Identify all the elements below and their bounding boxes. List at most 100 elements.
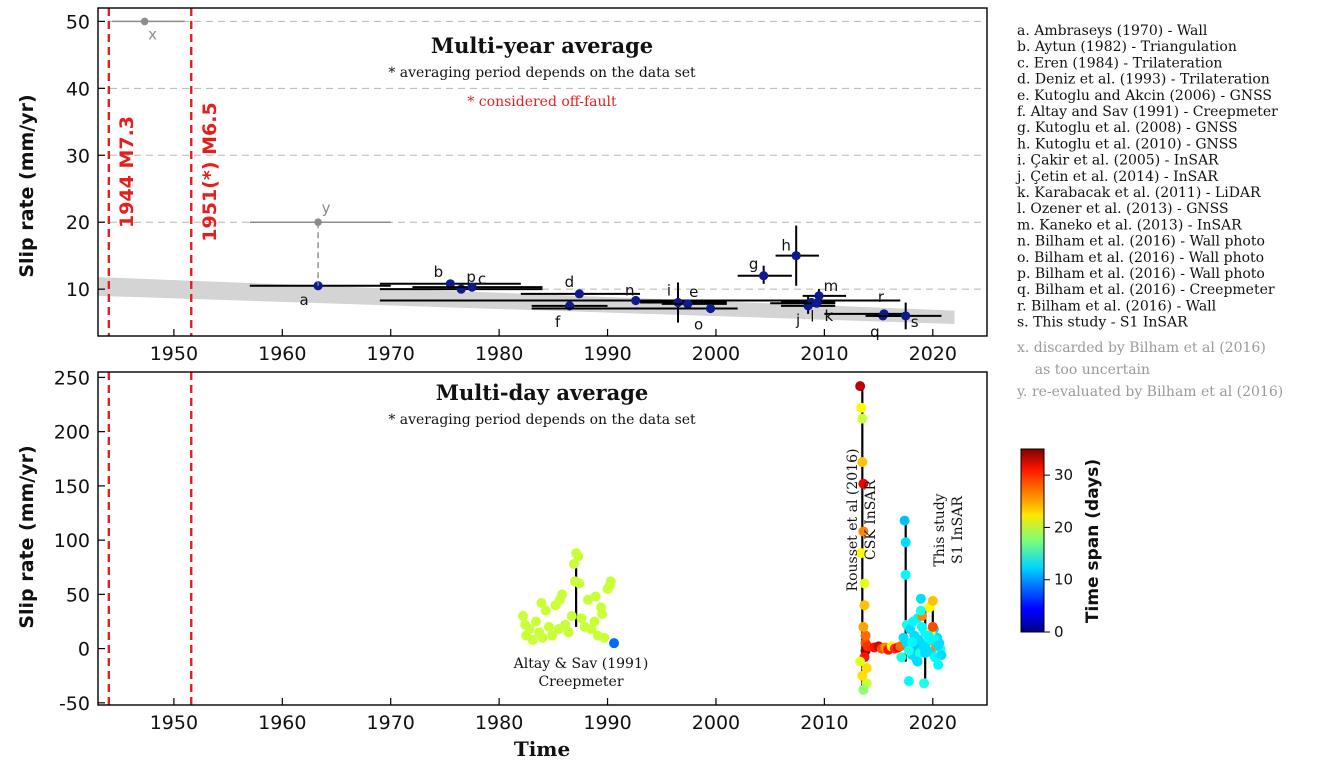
legend-entry: h. Kutoglu et al. (2010) - GNSS (1017, 136, 1238, 152)
slip-point (547, 630, 558, 641)
xtick-label: 1960 (258, 343, 306, 365)
legend-entry: o. Bilham et al. (2016) - Wall photo (1017, 250, 1264, 266)
legend-entry: i. Çakir et al. (2005) - InSAR (1017, 153, 1219, 169)
legend-grey-entry: x. discarded by Bilham et al (2016) (1017, 340, 1266, 356)
point-label: c (478, 270, 486, 288)
slip-point (560, 619, 571, 630)
point-label: k (824, 307, 833, 325)
point-p: p (379, 268, 543, 294)
colorbar-tick-label: 20 (1054, 518, 1073, 536)
point-m: m (802, 277, 847, 303)
point-label: l (810, 308, 814, 326)
point-e: e (661, 283, 727, 309)
slip-point (537, 632, 548, 643)
slip-point (583, 594, 594, 605)
point-label: e (689, 283, 698, 301)
slip-point (915, 593, 926, 604)
legend-entry: l. Ozener et al. (2013) - GNSS (1017, 201, 1229, 217)
point-marker (759, 271, 769, 281)
xtick-label: 1980 (475, 343, 523, 365)
xtick-label: 2020 (909, 712, 957, 734)
slip-point (899, 515, 910, 526)
point-s: s (873, 302, 942, 331)
point-o: o (531, 303, 738, 334)
slip-point (912, 656, 923, 667)
legend-grey-entry: y. re-evaluated by Bilham et al (2016) (1016, 384, 1283, 400)
slip-point (927, 621, 938, 632)
legend-entry: k. Karabacak et al. (2011) - LiDAR (1017, 185, 1261, 201)
point-label: r (878, 288, 885, 306)
top-data-points: x y a b p c d f n i eo g h j lmk rq s (112, 17, 942, 341)
slip-point (857, 670, 868, 681)
multi-day-panel: -50 0 50 100 150 200 250 1950 1960 1970 1980 1990 20… (16, 367, 988, 761)
slip-point (936, 650, 947, 661)
slip-point (597, 608, 608, 619)
colorbar: 0 10 20 30 Time span (days) (1020, 448, 1103, 641)
legend-entry: m. Kaneko et al. (2013) - InSAR (1017, 217, 1242, 233)
slip-point (858, 526, 869, 537)
point-c: c (412, 270, 543, 292)
rousset-annotation-line1: Rousset et al (2016) (845, 449, 861, 592)
point-label: m (824, 277, 839, 295)
colorbar-label: Time span (days) (1083, 459, 1103, 623)
slip-point (609, 638, 620, 649)
bottom-ylabel: Slip rate (mm/yr) (16, 445, 38, 628)
legend-entry: q. Bilham et al. (2016) - Creepmeter (1017, 282, 1275, 298)
top-title: Multi-year average (431, 33, 653, 58)
slip-point (576, 613, 587, 624)
bottom-axes: -50 0 50 100 150 200 250 1950 1960 1970 1980 1990 20… (54, 367, 988, 734)
slip-point (933, 640, 944, 651)
legend-entry: n. Bilham et al. (2016) - Wall photo (1017, 234, 1265, 250)
ytick-label: 50 (66, 11, 90, 33)
slip-point (568, 558, 579, 569)
legend-entry: a. Ambraseys (1970) - Wall (1017, 23, 1208, 39)
point-marker (673, 297, 683, 308)
point-label: x (148, 25, 157, 43)
slip-point (933, 659, 944, 670)
ytick-label: -50 (59, 693, 90, 715)
bottom-data-points (517, 381, 947, 695)
slip-point (861, 663, 872, 674)
eq-1951-label: 1951(*) M6.5 (199, 102, 221, 241)
bottom-earthquake-lines (107, 372, 193, 705)
xtick-label: 2000 (692, 343, 740, 365)
slip-point (919, 678, 930, 689)
xtick-label: 1980 (475, 712, 523, 734)
legend-grey-entry: as too uncertain (1017, 362, 1150, 378)
bottom-subtitle: * averaging period depends on the data s… (388, 412, 696, 428)
point-label: d (565, 273, 575, 291)
thisstudy-annotation-line2: S1 InSAR (950, 496, 966, 564)
point-x: x (112, 17, 185, 43)
point-marker (456, 284, 466, 294)
point-y: y (249, 199, 391, 227)
point-marker (683, 299, 693, 309)
ytick-label: 30 (66, 145, 90, 167)
top-ylabel: Slip rate (mm/yr) (16, 94, 38, 277)
point-marker (467, 282, 477, 292)
xtick-label: 1990 (583, 343, 631, 365)
xtick-label: 1950 (150, 343, 198, 365)
slip-point (858, 621, 869, 632)
colorbar-tick-label: 10 (1054, 571, 1073, 589)
point-marker (901, 311, 911, 321)
slip-point (554, 594, 565, 605)
xtick-label: 2000 (692, 712, 740, 734)
legend-entry: s. This study - S1 InSAR (1017, 315, 1188, 331)
ytick-label: 100 (54, 530, 90, 552)
point-label: j (795, 311, 800, 329)
top-subtitle: * averaging period depends on the data s… (388, 65, 696, 81)
xtick-label: 2010 (800, 712, 848, 734)
point-marker (574, 289, 584, 299)
slip-point (859, 600, 870, 611)
xtick-label: 2010 (800, 343, 848, 365)
creepmeter-annotation-line1: Altay & Sav (1991) (513, 656, 649, 672)
point-marker (140, 17, 149, 26)
slip-point (530, 616, 541, 627)
bottom-xlabel: Time (514, 737, 570, 761)
slip-point (586, 624, 597, 635)
slip-point (604, 580, 615, 591)
point-d: d (520, 273, 641, 299)
legend-entry: r. Bilham et al. (2016) - Wall (1017, 298, 1217, 314)
